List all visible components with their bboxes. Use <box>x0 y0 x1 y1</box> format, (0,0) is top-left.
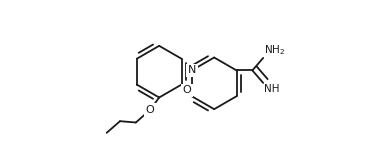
Text: NH$_2$: NH$_2$ <box>264 43 285 57</box>
Text: O: O <box>146 105 154 115</box>
Text: N: N <box>187 65 196 75</box>
Text: NH: NH <box>264 84 280 94</box>
Text: O: O <box>182 85 191 95</box>
